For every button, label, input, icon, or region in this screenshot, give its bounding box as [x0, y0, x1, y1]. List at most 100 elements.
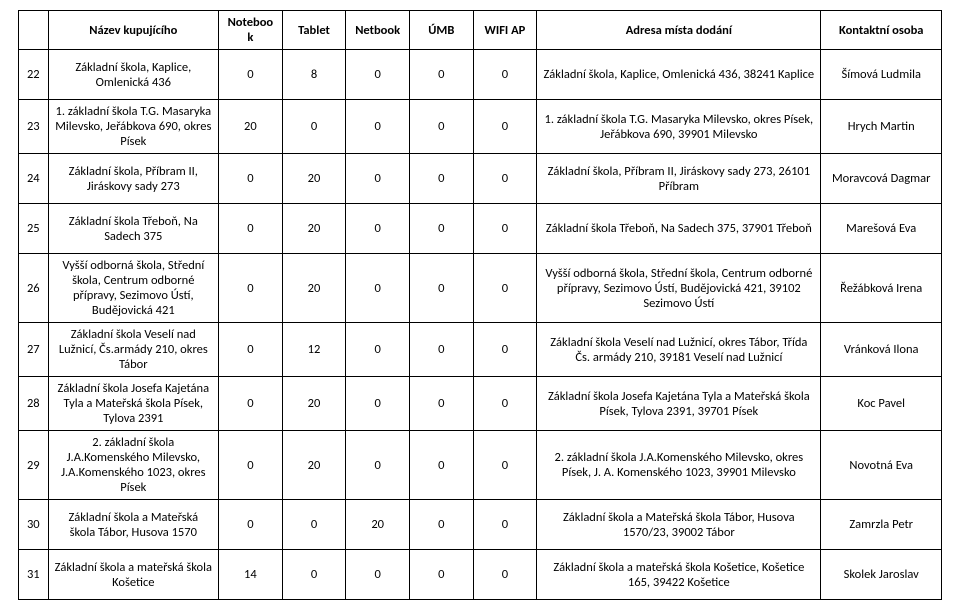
cell-notebook: 0 — [219, 254, 283, 323]
cell-tablet: 20 — [282, 254, 346, 323]
cell-adresa: Základní škola, Příbram II, Jiráskovy sa… — [537, 154, 821, 204]
cell-kontakt: Řežábková Irena — [821, 254, 942, 323]
row-index: 27 — [19, 323, 49, 377]
cell-netbook: 0 — [346, 377, 410, 431]
cell-netbook: 0 — [346, 154, 410, 204]
cell-kontakt: Novotná Eva — [821, 431, 942, 500]
cell-nazev: Vyšší odborná škola, Střední škola, Cent… — [48, 254, 219, 323]
table-row: 28Základní škola Josefa Kajetána Tyla a … — [19, 377, 942, 431]
cell-nazev: Základní škola, Příbram II, Jiráskovy sa… — [48, 154, 219, 204]
cell-wifi: 0 — [473, 254, 537, 323]
col-wifi-header: WIFI AP — [473, 11, 537, 50]
row-index: 22 — [19, 50, 49, 100]
cell-notebook: 0 — [219, 431, 283, 500]
cell-netbook: 20 — [346, 500, 410, 550]
table-row: 22Základní škola, Kaplice, Omlenická 436… — [19, 50, 942, 100]
cell-notebook: 0 — [219, 377, 283, 431]
cell-nazev: 2. základní škola J.A.Komenského Milevsk… — [48, 431, 219, 500]
cell-tablet: 0 — [282, 500, 346, 550]
cell-adresa: Základní škola Josefa Kajetána Tyla a Ma… — [537, 377, 821, 431]
cell-adresa: Základní škola, Kaplice, Omlenická 436, … — [537, 50, 821, 100]
cell-adresa: 1. základní škola T.G. Masaryka Milevsko… — [537, 100, 821, 154]
cell-wifi: 0 — [473, 500, 537, 550]
col-umb-header: ÚMB — [409, 11, 473, 50]
table-row: 25Základní škola Třeboň, Na Sadech 37502… — [19, 204, 942, 254]
row-index: 25 — [19, 204, 49, 254]
cell-umb: 0 — [409, 377, 473, 431]
cell-tablet: 8 — [282, 50, 346, 100]
cell-netbook: 0 — [346, 431, 410, 500]
cell-nazev: Základní škola a mateřská škola Košetice — [48, 550, 219, 600]
cell-notebook: 0 — [219, 323, 283, 377]
cell-umb: 0 — [409, 323, 473, 377]
col-kon-header: Kontaktní osoba — [821, 11, 942, 50]
cell-nazev: Základní škola Josefa Kajetána Tyla a Ma… — [48, 377, 219, 431]
cell-netbook: 0 — [346, 254, 410, 323]
cell-notebook: 0 — [219, 204, 283, 254]
cell-adresa: Vyšší odborná škola, Střední škola, Cent… — [537, 254, 821, 323]
row-index: 31 — [19, 550, 49, 600]
cell-notebook: 14 — [219, 550, 283, 600]
cell-umb: 0 — [409, 50, 473, 100]
cell-wifi: 0 — [473, 431, 537, 500]
table-row: 31Základní škola a mateřská škola Košeti… — [19, 550, 942, 600]
cell-netbook: 0 — [346, 50, 410, 100]
cell-tablet: 20 — [282, 377, 346, 431]
cell-kontakt: Marešová Eva — [821, 204, 942, 254]
cell-umb: 0 — [409, 500, 473, 550]
cell-tablet: 0 — [282, 550, 346, 600]
cell-umb: 0 — [409, 100, 473, 154]
cell-tablet: 20 — [282, 431, 346, 500]
cell-kontakt: Vránková Ilona — [821, 323, 942, 377]
cell-umb: 0 — [409, 254, 473, 323]
cell-tablet: 12 — [282, 323, 346, 377]
cell-umb: 0 — [409, 550, 473, 600]
cell-netbook: 0 — [346, 323, 410, 377]
data-table: Název kupujícího Notebook Tablet Netbook… — [18, 10, 942, 600]
cell-kontakt: Moravcová Dagmar — [821, 154, 942, 204]
cell-kontakt: Hrych Martin — [821, 100, 942, 154]
cell-wifi: 0 — [473, 204, 537, 254]
row-index: 30 — [19, 500, 49, 550]
cell-umb: 0 — [409, 204, 473, 254]
cell-kontakt: Koc Pavel — [821, 377, 942, 431]
cell-adresa: Základní škola Třeboň, Na Sadech 375, 37… — [537, 204, 821, 254]
cell-wifi: 0 — [473, 377, 537, 431]
cell-wifi: 0 — [473, 154, 537, 204]
cell-wifi: 0 — [473, 50, 537, 100]
col-tab-header: Tablet — [282, 11, 346, 50]
cell-notebook: 0 — [219, 50, 283, 100]
cell-adresa: Základní škola a Mateřská škola Tábor, H… — [537, 500, 821, 550]
cell-nazev: Základní škola, Kaplice, Omlenická 436 — [48, 50, 219, 100]
cell-kontakt: Zamrzla Petr — [821, 500, 942, 550]
cell-wifi: 0 — [473, 550, 537, 600]
header-row: Název kupujícího Notebook Tablet Netbook… — [19, 11, 942, 50]
cell-tablet: 20 — [282, 154, 346, 204]
col-adr-header: Adresa místa dodání — [537, 11, 821, 50]
row-index: 26 — [19, 254, 49, 323]
cell-tablet: 0 — [282, 100, 346, 154]
cell-nazev: 1. základní škola T.G. Masaryka Milevsko… — [48, 100, 219, 154]
cell-netbook: 0 — [346, 204, 410, 254]
cell-wifi: 0 — [473, 323, 537, 377]
cell-kontakt: Šímová Ludmila — [821, 50, 942, 100]
cell-adresa: Základní škola a mateřská škola Košetice… — [537, 550, 821, 600]
cell-adresa: Základní škola Veselí nad Lužnicí, okres… — [537, 323, 821, 377]
cell-notebook: 0 — [219, 154, 283, 204]
row-index: 29 — [19, 431, 49, 500]
row-index: 24 — [19, 154, 49, 204]
table-row: 292. základní škola J.A.Komenského Milev… — [19, 431, 942, 500]
row-index: 23 — [19, 100, 49, 154]
table-row: 30Základní škola a Mateřská škola Tábor,… — [19, 500, 942, 550]
cell-notebook: 20 — [219, 100, 283, 154]
cell-nazev: Základní škola a Mateřská škola Tábor, H… — [48, 500, 219, 550]
cell-kontakt: Skolek Jaroslav — [821, 550, 942, 600]
cell-umb: 0 — [409, 431, 473, 500]
col-idx-header — [19, 11, 49, 50]
cell-netbook: 0 — [346, 550, 410, 600]
table-row: 26Vyšší odborná škola, Střední škola, Ce… — [19, 254, 942, 323]
col-net-header: Netbook — [346, 11, 410, 50]
cell-tablet: 20 — [282, 204, 346, 254]
cell-wifi: 0 — [473, 100, 537, 154]
cell-notebook: 0 — [219, 500, 283, 550]
